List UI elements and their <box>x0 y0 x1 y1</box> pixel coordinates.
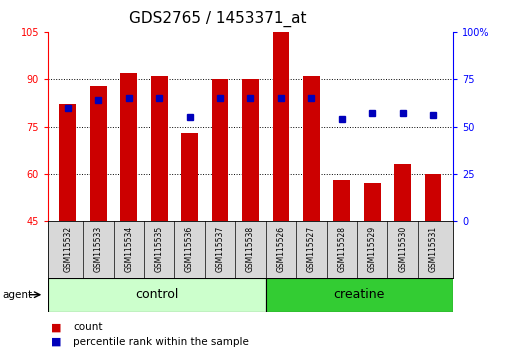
Text: GDS2765 / 1453371_at: GDS2765 / 1453371_at <box>129 11 306 27</box>
Bar <box>272 32 289 221</box>
Text: GSM115527: GSM115527 <box>306 226 315 272</box>
Text: ■: ■ <box>50 337 61 347</box>
Bar <box>265 278 452 312</box>
Bar <box>333 180 349 221</box>
Bar <box>363 183 380 221</box>
Text: GSM115533: GSM115533 <box>93 226 103 272</box>
Bar <box>150 76 167 221</box>
Text: percentile rank within the sample: percentile rank within the sample <box>73 337 249 347</box>
Bar <box>424 174 440 221</box>
Text: GSM115530: GSM115530 <box>397 226 407 272</box>
Bar <box>60 104 76 221</box>
Text: GSM115537: GSM115537 <box>215 226 224 272</box>
Text: ■: ■ <box>50 322 61 332</box>
Text: GSM115536: GSM115536 <box>185 226 194 272</box>
Text: control: control <box>135 288 178 301</box>
Text: GSM115534: GSM115534 <box>124 226 133 272</box>
Text: GSM115528: GSM115528 <box>337 226 345 272</box>
Bar <box>120 73 137 221</box>
Bar <box>241 79 259 221</box>
Bar <box>181 133 197 221</box>
Bar <box>48 278 265 312</box>
Text: GSM115532: GSM115532 <box>63 226 72 272</box>
Bar <box>211 79 228 221</box>
Text: GSM115535: GSM115535 <box>155 226 163 272</box>
Text: creatine: creatine <box>333 288 384 301</box>
Text: GSM115531: GSM115531 <box>428 226 437 272</box>
Bar <box>393 164 410 221</box>
Text: count: count <box>73 322 103 332</box>
Text: GSM115529: GSM115529 <box>367 226 376 272</box>
Bar <box>90 86 107 221</box>
Text: GSM115526: GSM115526 <box>276 226 285 272</box>
Text: GSM115538: GSM115538 <box>245 226 255 272</box>
Bar <box>302 76 319 221</box>
Text: agent: agent <box>3 290 33 300</box>
